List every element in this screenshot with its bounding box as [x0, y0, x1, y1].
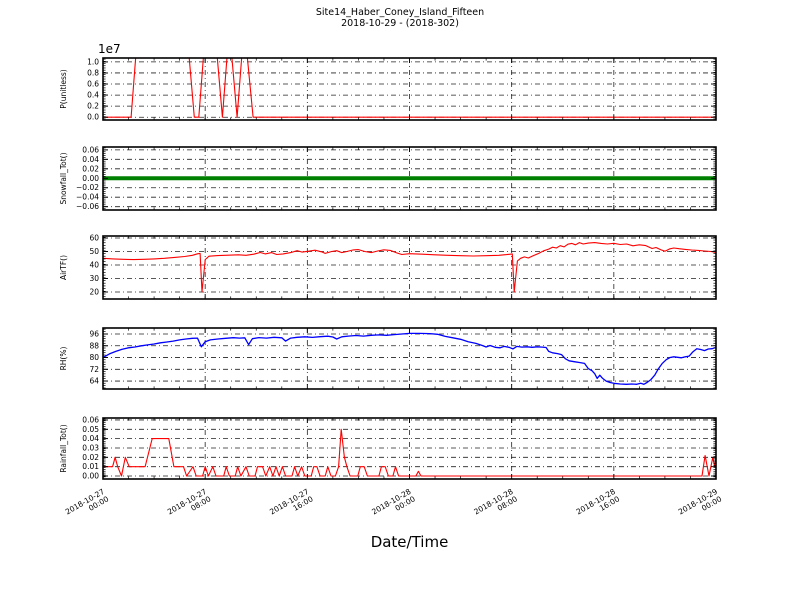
y-tick-label: 0.06: [82, 415, 99, 424]
y-tick-label: 96: [89, 330, 99, 339]
y-tick-label: 20: [89, 287, 99, 296]
chart-title: Site14_Haber_Coney_Island_Fifteen: [315, 7, 485, 18]
y-tick-label: 0.06: [82, 145, 99, 154]
y-tick-label: 0.8: [87, 68, 99, 77]
y-tick-label: −0.02: [76, 183, 99, 192]
x-tick-label: 2018-10-2800:00: [370, 487, 417, 524]
y-tick-label: 0.6: [87, 80, 99, 89]
y-tick-label: 64: [89, 377, 99, 386]
y-tick-label: 0.00: [82, 174, 99, 183]
axis-offset-text: 1e7: [98, 42, 121, 56]
y-tick-label: 60: [89, 234, 99, 243]
RH-line: [103, 332, 716, 385]
y-tick-label: −0.06: [76, 202, 99, 211]
x-tick-label: 2018-10-2808:00: [472, 487, 519, 524]
x-tick-label: 2018-10-2700:00: [64, 487, 111, 524]
y-tick-label: 0.02: [82, 453, 99, 462]
y-axis-label: RH(%): [59, 347, 68, 371]
y-tick-label: 30: [89, 274, 99, 283]
y-tick-label: 0.04: [82, 155, 99, 164]
y-tick-label: 0.02: [82, 164, 99, 173]
y-tick-label: 0.03: [82, 443, 99, 452]
y-tick-label: 0.01: [82, 462, 99, 471]
x-tick-label: 2018-10-2816:00: [575, 487, 622, 524]
y-tick-label: 0.04: [82, 434, 99, 443]
y-tick-label: 40: [89, 261, 99, 270]
panel-P: 0.0 0.2 0.4 0.6 0.8 1.0 P(unitless) 1e7: [59, 42, 717, 122]
y-tick-label: 0.4: [87, 91, 99, 100]
Rainfall-line: [103, 428, 716, 477]
chart-subtitle: 2018-10-29 - (2018-302): [341, 18, 459, 29]
AirTF-line: [103, 242, 716, 293]
y-tick-label: 88: [89, 341, 99, 350]
y-tick-label: 0.0: [87, 113, 99, 122]
y-axis-label: Snowfall_Tot(): [59, 152, 68, 204]
panel-Rainfall: 0.060.050.040.030.020.010.00 Rainfall_Tot…: [59, 415, 717, 481]
y-tick-label: 0.05: [82, 425, 99, 434]
x-tick-label: 2018-10-2716:00: [268, 487, 315, 524]
y-axis-label: P(unitless): [59, 69, 68, 108]
y-tick-label: 50: [89, 247, 99, 256]
y-tick-label: 72: [89, 365, 99, 374]
y-axis-label: Rainfall_Tot(): [59, 424, 68, 472]
panel-RH: 96 88 80 72 64 RH(%): [59, 327, 717, 390]
panel-AirTF: 60 50 40 30 20 AirTF(): [59, 234, 717, 300]
x-tick-label: 2018-10-2900:00: [677, 487, 724, 524]
P-line: [103, 58, 716, 118]
x-tick-label: 2018-10-2708:00: [166, 487, 213, 524]
x-axis-title: Date/Time: [370, 533, 449, 551]
y-tick-label: −0.04: [76, 193, 99, 202]
axes-frame: [102, 235, 717, 300]
y-tick-label: 80: [89, 353, 99, 362]
y-tick-label: 1.0: [87, 57, 99, 66]
y-axis-label: AirTF(): [59, 255, 68, 280]
y-tick-label: 0.2: [87, 102, 99, 111]
panel-Snowfall: 0.060.040.020.00−0.02−0.04−0.06 Snowfall_…: [59, 145, 717, 211]
y-tick-label: 0.00: [82, 472, 99, 481]
